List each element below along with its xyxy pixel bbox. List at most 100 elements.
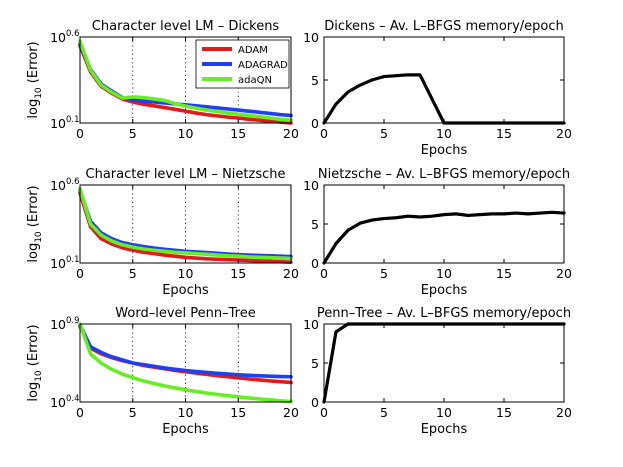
series-line-adam — [78, 191, 293, 264]
y-tick-label: 10 0.9 — [50, 316, 79, 332]
x-tick-label: 15 — [230, 405, 246, 420]
y-tick-exponent: 0.1 — [66, 115, 80, 125]
x-tick-label: 20 — [556, 405, 572, 420]
y-tick-exponent: 0.9 — [66, 316, 80, 326]
series-line-memory — [322, 210, 566, 265]
y-tick-label: 0 — [311, 395, 319, 410]
y-axis-label-rest: (Error) — [26, 185, 41, 231]
y-tick-exponent: 0.1 — [66, 255, 80, 265]
x-tick-label: 15 — [230, 266, 246, 281]
y-tick-label: 10 0.1 — [50, 115, 79, 131]
x-tick-label: 0 — [76, 405, 84, 420]
y-tick-base: 10 — [50, 30, 66, 45]
y-tick-label: 10 0.6 — [50, 29, 79, 45]
legend-label: ADAM — [238, 45, 268, 56]
x-tick-label: 0 — [320, 126, 328, 141]
x-axis-label: Epochs — [421, 143, 468, 158]
y-tick-label: 5 — [311, 73, 319, 88]
x-tick-label: 15 — [230, 126, 246, 141]
x-tick-label: 10 — [436, 266, 452, 281]
chart-title: Word–level Penn–Tree — [115, 306, 255, 321]
y-tick-exponent: 0.6 — [66, 29, 80, 39]
y-tick-base: 10 — [50, 256, 66, 271]
y-axis-label-sub: 10 — [34, 370, 44, 382]
y-axis-label: log10 (Error) — [26, 185, 44, 262]
x-tick-label: 20 — [283, 405, 299, 420]
plot-area — [324, 37, 564, 123]
series-line-adagrad — [78, 323, 293, 379]
chart-title: Character level LM – Nietzsche — [86, 167, 286, 182]
subplot-6: 0 5 10 15 20 10 5 0 Penn–Tree – Av. L–BFGS memor… — [303, 306, 572, 437]
x-tick-label: 0 — [76, 266, 84, 281]
y-tick-label: 10 0.1 — [50, 255, 79, 271]
x-tick-label: 0 — [320, 266, 328, 281]
chart-title: Character level LM – Dickens — [92, 19, 280, 34]
x-tick-label: 15 — [496, 266, 512, 281]
legend: ADAM ADAGRAD adaQN — [195, 39, 290, 89]
y-axis-label-rest: (Error) — [26, 41, 41, 87]
x-tick-label: 20 — [283, 126, 299, 141]
y-tick-base: 10 — [50, 178, 66, 193]
x-tick-label: 5 — [380, 266, 388, 281]
y-tick-exponent: 0.6 — [66, 177, 80, 187]
plot-area — [324, 324, 564, 402]
y-axis-label: log10 (Error) — [26, 41, 44, 118]
y-axis-label-sub: 10 — [34, 231, 44, 243]
x-tick-label: 20 — [556, 126, 572, 141]
series-line-adaqn — [78, 39, 293, 122]
y-axis-label-main: log — [26, 243, 41, 263]
chart-title: Nietzsche – Av. L–BFGS memory/epoch — [318, 167, 570, 182]
legend-label: ADAGRAD — [238, 60, 288, 71]
subplot-4: 0 5 10 15 20 10 5 0 Nietzsche – Av. L–BFGS memor… — [303, 167, 572, 298]
y-axis-label-rest: (Error) — [26, 324, 41, 370]
y-tick-label: 10 — [303, 317, 319, 332]
x-tick-label: 20 — [283, 266, 299, 281]
x-tick-label: 10 — [178, 405, 194, 420]
y-tick-label: 0 — [311, 256, 319, 271]
x-tick-label: 5 — [129, 266, 137, 281]
y-tick-label: 5 — [311, 356, 319, 371]
x-tick-label: 15 — [496, 405, 512, 420]
y-axis-label-main: log — [26, 99, 41, 119]
y-tick-label: 5 — [311, 217, 319, 232]
x-tick-label: 20 — [556, 266, 572, 281]
y-tick-label: 10 0.4 — [50, 394, 79, 410]
y-axis-label-main: log — [26, 382, 41, 402]
series-line-adaqn — [78, 186, 293, 261]
subplot-2: 0 5 10 15 20 10 5 0 Dickens – Av. L–BFGS memory/… — [303, 19, 572, 158]
x-axis-label: Epochs — [421, 422, 468, 437]
y-axis-label: log10 (Error) — [26, 324, 44, 401]
y-tick-exponent: 0.4 — [66, 394, 80, 404]
y-tick-base: 10 — [50, 395, 66, 410]
legend-label: adaQN — [238, 75, 272, 86]
y-tick-base: 10 — [50, 317, 66, 332]
x-tick-label: 0 — [320, 405, 328, 420]
x-tick-label: 5 — [380, 405, 388, 420]
plot-area — [324, 185, 564, 263]
x-tick-label: 0 — [76, 126, 84, 141]
series-line-adaqn — [78, 322, 293, 404]
x-tick-label: 5 — [380, 126, 388, 141]
x-tick-label: 15 — [496, 126, 512, 141]
y-tick-base: 10 — [50, 116, 66, 131]
y-tick-label: 10 — [303, 30, 319, 45]
y-tick-label: 0 — [311, 116, 319, 131]
x-tick-label: 5 — [129, 126, 137, 141]
y-tick-label: 10 0.6 — [50, 177, 79, 193]
x-tick-label: 10 — [436, 405, 452, 420]
x-axis-label: Epochs — [162, 422, 209, 437]
chart-title: Penn–Tree – Av. L–BFGS memory/epoch — [317, 306, 571, 321]
y-tick-label: 10 — [303, 178, 319, 193]
x-axis-label: Epochs — [162, 283, 209, 298]
x-axis-label: Epochs — [421, 283, 468, 298]
x-tick-label: 10 — [178, 266, 194, 281]
y-axis-label-sub: 10 — [34, 87, 44, 99]
x-tick-label: 5 — [129, 405, 137, 420]
chart-title: Dickens – Av. L–BFGS memory/epoch — [324, 19, 564, 34]
x-tick-label: 10 — [436, 126, 452, 141]
x-tick-label: 10 — [178, 126, 194, 141]
